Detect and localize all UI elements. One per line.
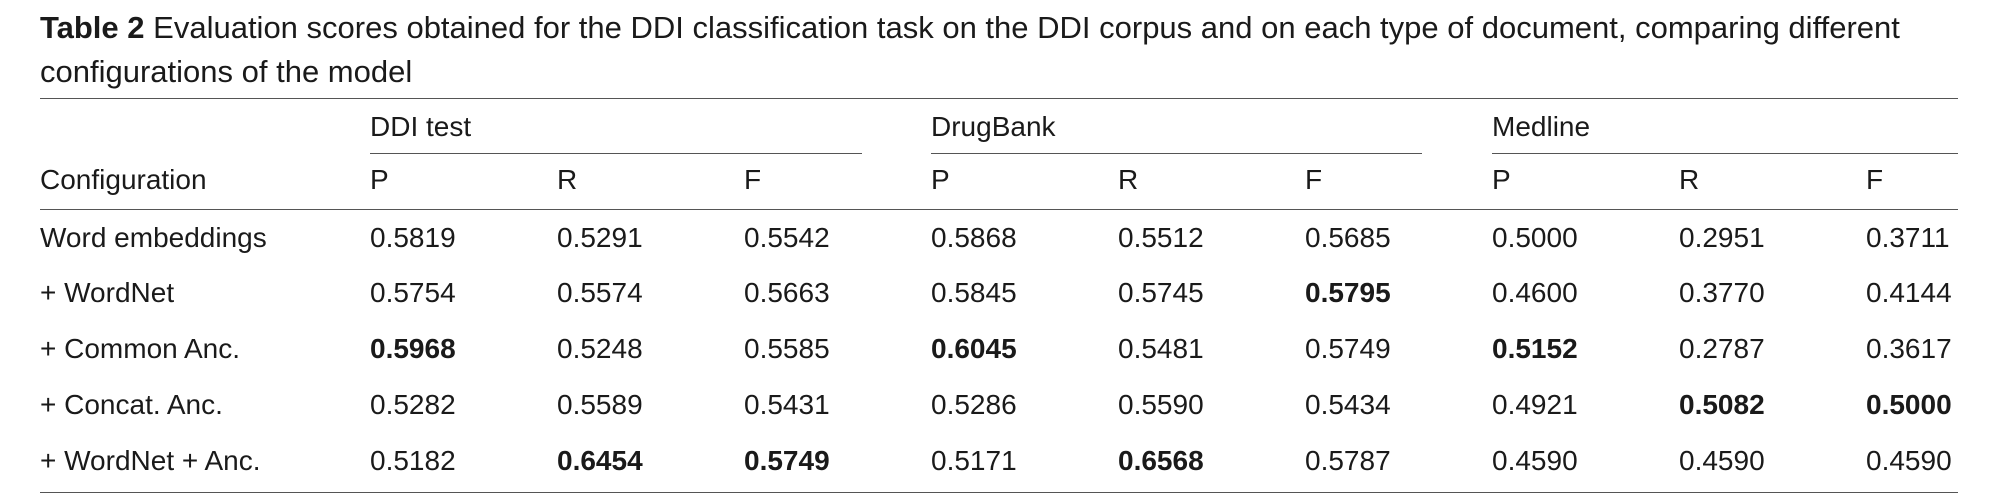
column-header: P bbox=[1492, 164, 1511, 195]
table-rule bbox=[40, 209, 1958, 210]
row-label: Word embeddings bbox=[40, 222, 267, 253]
table-rule bbox=[40, 98, 1958, 99]
row-label: + Concat. Anc. bbox=[40, 389, 223, 420]
table-cell: 0.5663 bbox=[744, 277, 830, 308]
table-cell: 0.5845 bbox=[931, 277, 1017, 308]
table-cell: 0.6045 bbox=[931, 333, 1017, 364]
group-header: DDI test bbox=[370, 111, 472, 142]
table-cell: 0.5291 bbox=[557, 222, 643, 253]
table-cell: 0.5152 bbox=[1492, 333, 1578, 364]
table-caption: Table 2 Evaluation scores obtained for t… bbox=[40, 6, 1960, 94]
table-cell: 0.5574 bbox=[557, 277, 643, 308]
caption-label: Table 2 bbox=[40, 10, 145, 45]
table-cell: 0.5286 bbox=[931, 389, 1017, 420]
table-cell: 0.5585 bbox=[744, 333, 830, 364]
table-cell: 0.5795 bbox=[1305, 277, 1391, 308]
table-cell: 0.5000 bbox=[1866, 389, 1952, 420]
row-label: + WordNet + Anc. bbox=[40, 445, 261, 476]
column-header: R bbox=[557, 164, 578, 195]
group-header: DrugBank bbox=[931, 111, 1056, 142]
table-cell: 0.5431 bbox=[744, 389, 830, 420]
table-cell: 0.4600 bbox=[1492, 277, 1578, 308]
table-cell: 0.5248 bbox=[557, 333, 643, 364]
group-rule bbox=[931, 153, 1422, 154]
table-cell: 0.5171 bbox=[931, 445, 1017, 476]
column-header: R bbox=[1118, 164, 1139, 195]
table-cell: 0.5868 bbox=[931, 222, 1017, 253]
table-cell: 0.5968 bbox=[370, 333, 456, 364]
table-cell: 0.5749 bbox=[1305, 333, 1391, 364]
table-cell: 0.4590 bbox=[1679, 445, 1765, 476]
table-cell: 0.5819 bbox=[370, 222, 456, 253]
group-rule bbox=[370, 153, 862, 154]
table-cell: 0.5590 bbox=[1118, 389, 1204, 420]
table-cell: 0.3770 bbox=[1679, 277, 1765, 308]
column-header: F bbox=[1305, 164, 1323, 195]
column-header: P bbox=[370, 164, 389, 195]
table-cell: 0.2787 bbox=[1679, 333, 1765, 364]
table-cell: 0.5589 bbox=[557, 389, 643, 420]
column-header-configuration: Configuration bbox=[40, 164, 207, 195]
table-cell: 0.2951 bbox=[1679, 222, 1765, 253]
group-header: Medline bbox=[1492, 111, 1591, 142]
table-cell: 0.4921 bbox=[1492, 389, 1578, 420]
table-cell: 0.5787 bbox=[1305, 445, 1391, 476]
row-label: + WordNet bbox=[40, 277, 175, 308]
table-rule bbox=[40, 492, 1958, 493]
table-cell: 0.5542 bbox=[744, 222, 830, 253]
caption-text: Evaluation scores obtained for the DDI c… bbox=[40, 10, 1900, 89]
table-cell: 0.5182 bbox=[370, 445, 456, 476]
table-cell: 0.5685 bbox=[1305, 222, 1391, 253]
column-header: R bbox=[1679, 164, 1700, 195]
table-cell: 0.6454 bbox=[557, 445, 643, 476]
table-cell: 0.6568 bbox=[1118, 445, 1204, 476]
table-cell: 0.5745 bbox=[1118, 277, 1204, 308]
table-cell: 0.5754 bbox=[370, 277, 456, 308]
table-cell: 0.3711 bbox=[1866, 222, 1950, 253]
table-cell: 0.5434 bbox=[1305, 389, 1391, 420]
table-cell: 0.4590 bbox=[1492, 445, 1578, 476]
table-cell: 0.3617 bbox=[1866, 333, 1952, 364]
table-cell: 0.5512 bbox=[1118, 222, 1204, 253]
table-cell: 0.5749 bbox=[744, 445, 830, 476]
table-cell: 0.5000 bbox=[1492, 222, 1578, 253]
row-label: + Common Anc. bbox=[40, 333, 240, 364]
column-header: F bbox=[744, 164, 762, 195]
table-cell: 0.4590 bbox=[1866, 445, 1952, 476]
column-header: P bbox=[931, 164, 950, 195]
table-cell: 0.4144 bbox=[1866, 277, 1952, 308]
table-cell: 0.5082 bbox=[1679, 389, 1765, 420]
table-cell: 0.5282 bbox=[370, 389, 456, 420]
column-header: F bbox=[1866, 164, 1884, 195]
table-cell: 0.5481 bbox=[1118, 333, 1204, 364]
group-rule bbox=[1492, 153, 1958, 154]
